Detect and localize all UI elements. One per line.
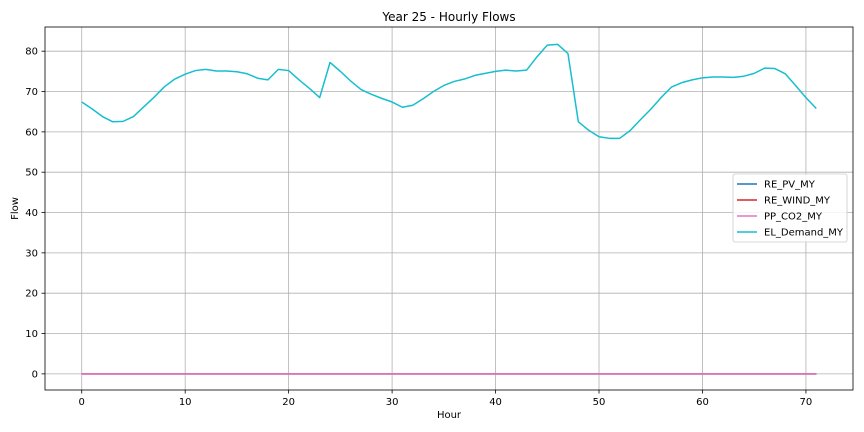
legend-label-pp-co2-my: PP_CO2_MY	[764, 212, 823, 223]
legend-box	[732, 173, 848, 243]
x-tick-label: 0	[79, 397, 85, 408]
x-tick-label: 20	[282, 397, 295, 408]
y-axis-label: Flow	[10, 197, 21, 220]
y-tick-label: 30	[25, 248, 38, 259]
x-axis-label: Hour	[437, 410, 462, 421]
legend-label-re-pv-my: RE_PV_MY	[764, 180, 816, 191]
chart-title: Year 25 - Hourly Flows	[381, 10, 515, 24]
y-tick-label: 60	[25, 127, 38, 138]
y-tick-label: 20	[25, 289, 38, 300]
x-tick-label: 30	[386, 397, 399, 408]
legend-label-el-demand-my: EL_Demand_MY	[764, 228, 844, 239]
y-tick-label: 40	[25, 208, 38, 219]
y-tick-label: 50	[25, 168, 38, 179]
x-tick-label: 70	[800, 397, 813, 408]
y-tick-label: 80	[25, 47, 38, 58]
series-layer	[81, 43, 817, 375]
legend: RE_PV_MY RE_WIND_MY PP_CO2_MY EL_Demand_MY	[732, 173, 848, 243]
y-tick-label: 0	[32, 369, 38, 380]
ticks: 0 10 20 30 40 50 60 70 0 10 20 30 40 50 60 70 80	[25, 47, 812, 408]
legend-label-re-wind-my: RE_WIND_MY	[764, 196, 831, 207]
series-line-el-demand-my	[81, 43, 817, 140]
x-tick-label: 60	[696, 397, 709, 408]
y-tick-label: 10	[25, 329, 38, 340]
plot-frame	[44, 26, 854, 391]
y-tick-label: 70	[25, 87, 38, 98]
x-tick-label: 50	[593, 397, 606, 408]
x-tick-label: 40	[489, 397, 502, 408]
x-tick-label: 10	[179, 397, 192, 408]
